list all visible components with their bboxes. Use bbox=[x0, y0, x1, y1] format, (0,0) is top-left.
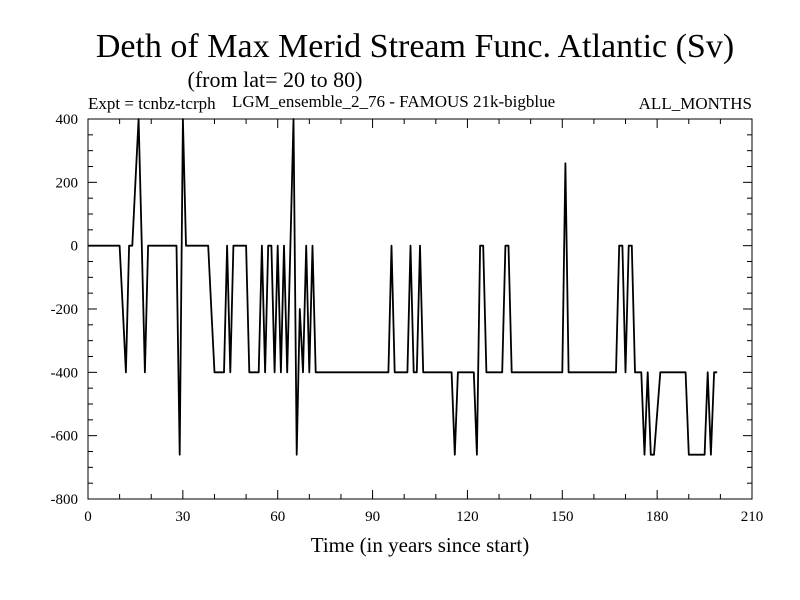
y-tick-label: -800 bbox=[51, 492, 79, 508]
y-tick-label: -200 bbox=[51, 302, 79, 318]
x-axis: 0 30 60 90 120 150 180 210 bbox=[84, 119, 763, 525]
y-tick-label: -600 bbox=[51, 429, 79, 445]
run-label: LGM_ensemble_2_76 - FAMOUS 21k-bigblue bbox=[232, 92, 555, 111]
x-tick-label: 180 bbox=[646, 509, 669, 525]
plot-frame bbox=[87, 118, 753, 500]
x-tick-label: 30 bbox=[175, 509, 190, 525]
y-tick-label: 0 bbox=[71, 239, 79, 255]
series-line bbox=[88, 118, 718, 456]
x-tick-label: 60 bbox=[270, 509, 285, 525]
chart-title: Deth of Max Merid Stream Func. Atlantic … bbox=[96, 28, 734, 65]
y-tick-label: 400 bbox=[56, 112, 79, 128]
y-axis: 400 200 0 -200 -400 -600 -800 bbox=[51, 112, 752, 508]
chart-subtitle: (from lat= 20 to 80) bbox=[188, 67, 363, 92]
x-tick-label: 210 bbox=[741, 509, 764, 525]
x-tick-label: 90 bbox=[365, 509, 380, 525]
x-tick-label: 0 bbox=[84, 509, 92, 525]
y-tick-label: -400 bbox=[51, 365, 79, 381]
x-tick-label: 120 bbox=[456, 509, 479, 525]
y-tick-label: 200 bbox=[56, 175, 79, 191]
x-axis-label: Time (in years since start) bbox=[311, 533, 530, 557]
months-label: ALL_MONTHS bbox=[639, 94, 752, 113]
expt-label: Expt = tcnbz-tcrph bbox=[88, 94, 216, 113]
x-tick-label: 150 bbox=[551, 509, 574, 525]
